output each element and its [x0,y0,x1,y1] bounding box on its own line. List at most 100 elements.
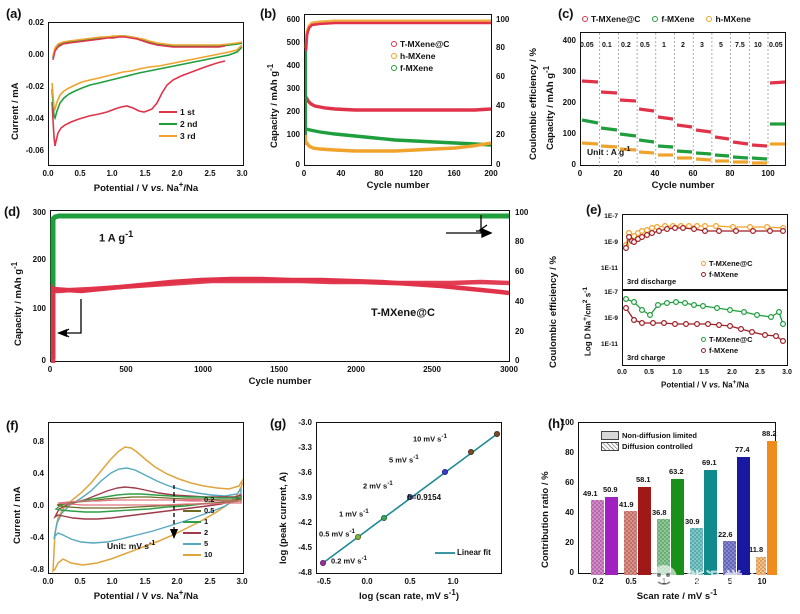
ytick: 100 [560,418,574,427]
panel-b-xlabel: Cycle number [366,180,430,191]
xtick: 3000 [500,365,518,374]
panel-a-curves [51,35,243,147]
ytick: 400 [562,36,576,45]
xtick: 3.0 [236,169,248,178]
xtick: 500 [119,365,133,374]
legend-item: 5 [183,539,214,548]
panel-e-discharge-legend: T-MXene@C f-MXene [701,259,753,281]
xtick: 5 [727,577,733,586]
panel-e-label: (e) [586,202,602,217]
rate-step-label: 0.05 [769,42,783,49]
legend-marker-h-mxene [391,53,397,59]
panel-a-ylabel: Current / mA [10,82,21,140]
panel-a: (a) 1 st 2 nd 3 rd 0.02 0.00 -0.02 -0.04… [0,0,258,196]
rate-step-label: 1 [662,42,666,49]
panel-d-sample-annotation: T-MXene@C [371,307,435,319]
ytick2: 40 [515,297,524,306]
ytick: -4.5 [298,543,312,552]
ytick: 0.4 [32,469,44,478]
legend-label-0.2: 0.2 [204,495,215,504]
scan-rate-arrow [170,485,178,539]
bar-value: 88.2 [762,429,777,438]
legend-item: 1 [183,517,214,526]
legend-item: T-MXene@C [701,335,753,344]
panel-b-points [304,19,492,153]
legend-label-10: 10 [204,550,213,559]
xtick: 1500 [270,365,288,374]
ytick2: 60 [496,72,505,81]
xtick: 1.0 [106,169,118,178]
legend-swatch-3rd [159,135,177,137]
panel-e-discharge-curves [622,223,787,252]
xtick: 0.5 [74,169,86,178]
series-efficiency [304,19,491,52]
bar-nondiffusion-2 [704,470,717,575]
xtick: 3.0 [782,369,792,376]
xtick: 0.0 [42,169,54,178]
panel-e-charge-curves [622,295,787,344]
panel-d-ylabel: Capacity / mAh g-1 [10,261,25,346]
panel-e-ylabel: Log D Na+/cm2 s-1 [582,286,593,356]
xtick: 100 [761,169,775,178]
legend-item: f-MXene [391,63,449,73]
ytick: -0.04 [25,114,44,123]
legend-item: 2 nd [159,119,197,129]
legend-label-diffusion: Diffusion controlled [622,442,693,451]
ytick: -0.06 [25,146,44,155]
point-label-2: 2 mV s-1 [363,480,393,491]
xtick: 60 [688,169,698,178]
xtick: 0.5 [74,577,86,586]
xtick: 0.5 [625,577,637,586]
panel-d-ylabel2: Coulombic efficiency / % [548,256,559,368]
rate-step-label: 7.5 [735,42,745,49]
xtick: 200 [484,169,498,178]
panel-g-ylabel: log (peak current, A) [278,471,289,564]
legend-label-1st: 1 st [180,107,195,117]
panel-f-curves [52,446,243,573]
ytick: 400 [286,61,300,70]
ytick: -3.3 [298,443,312,452]
panel-d-plot: 1 A g-1 T-MXene@C [50,210,510,363]
xtick: 0.0 [617,369,627,376]
bar-value: 77.4 [735,445,750,454]
legend-item: T-MXene@C [701,259,753,268]
panel-c-rate-labels: 0.05 0.1 0.2 0.5 1 2 3 5 7.5 10 0.05 [580,42,786,52]
rate-step-label: 0.2 [621,42,631,49]
panel-b-plot: T-MXene@C h-MXene f-MXene [304,14,492,166]
legend-label-f-mxene: f-MXene [709,346,739,355]
panel-d-label: (d) [4,204,20,219]
panel-c: (c) T-MXene@C f-MXene h-MXene [520,0,800,196]
legend-label-h-mxene: h-MXene [715,14,751,24]
rate-step-label: 5 [719,42,723,49]
panel-d-rate-annotation: 1 A g-1 [99,229,134,245]
capacity-arrow-head [57,329,67,337]
panel-e-xlabel: Potential / V vs. Na+/Na [661,379,749,390]
ytick: 1E-9 [604,239,618,246]
legend-item: h-MXene [391,51,449,61]
xtick: 1.0 [447,577,459,586]
ytick: 0 [569,568,574,577]
ytick: 200 [32,255,46,264]
legend-item: 10 [183,550,214,559]
legend-label-3rd: 3 rd [180,131,196,141]
bar-nondiffusion-5 [737,457,750,575]
xtick: 80 [725,169,735,178]
panel-g-label: (g) [270,416,286,431]
legend-label-t-mxene-c: T-MXene@C [591,14,641,24]
rate-step-label: 3 [700,42,704,49]
rate-step-label: 10 [754,42,762,49]
linear-fit-legend-label: Linear fit [457,548,491,557]
panel-a-xlabel: Potential / V vs. Na+/Na [93,180,199,195]
point-label-5: 5 mV s-1 [389,454,419,465]
ytick: -3.6 [298,468,312,477]
ytick: -3.0 [298,418,312,427]
xtick: 2000 [347,365,365,374]
legend-item: h-MXene [706,14,751,24]
xtick: 0.2 [592,577,604,586]
ytick: -0.4 [30,533,44,542]
xtick: 2.5 [755,369,765,376]
panel-h-label: (h) [548,416,564,431]
ytick: 20 [565,538,574,547]
xtick: 0.5 [644,369,654,376]
